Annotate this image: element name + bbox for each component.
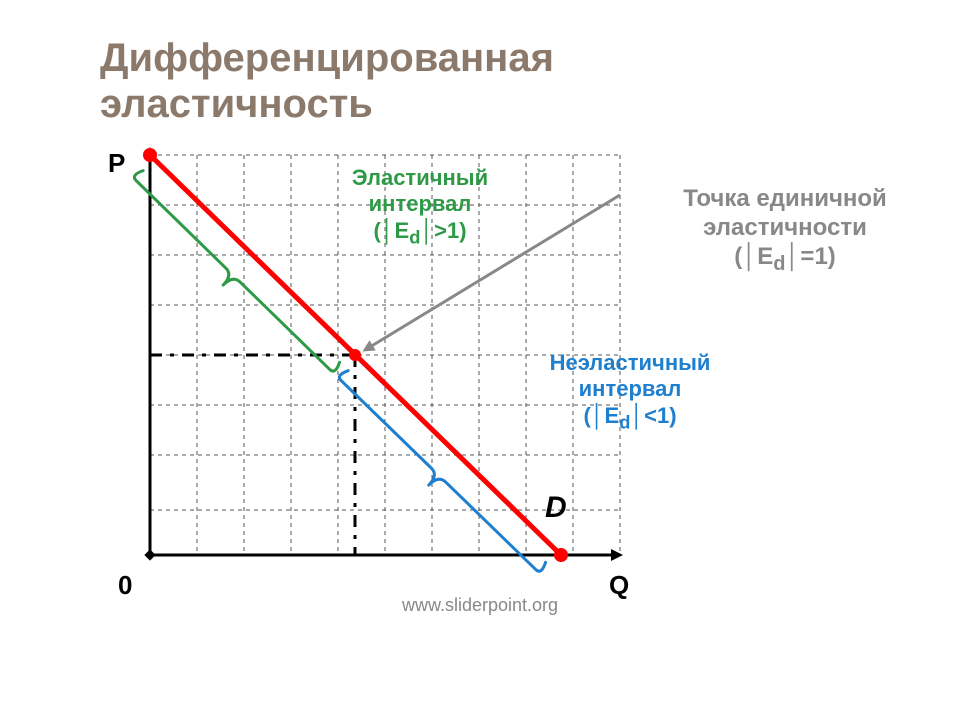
slide-title-text: Дифференцированная эластичность bbox=[100, 36, 554, 126]
unit-elasticity-label: Точка единичной эластичности (│Ed│=1) bbox=[625, 185, 945, 275]
slide: Дифференцированная эластичность P 0 Q D … bbox=[0, 0, 960, 720]
demand-label-d: D bbox=[545, 490, 567, 526]
axis-label-p: P bbox=[108, 148, 125, 179]
inelastic-interval-label: Неэластичный интервал (│Ed│<1) bbox=[510, 350, 750, 433]
footer: www.sliderpoint.org bbox=[0, 595, 960, 616]
elastic-interval-label: Эластичный интервал (│Ed│>1) bbox=[320, 165, 520, 248]
slide-title: Дифференцированная эластичность bbox=[100, 35, 800, 127]
